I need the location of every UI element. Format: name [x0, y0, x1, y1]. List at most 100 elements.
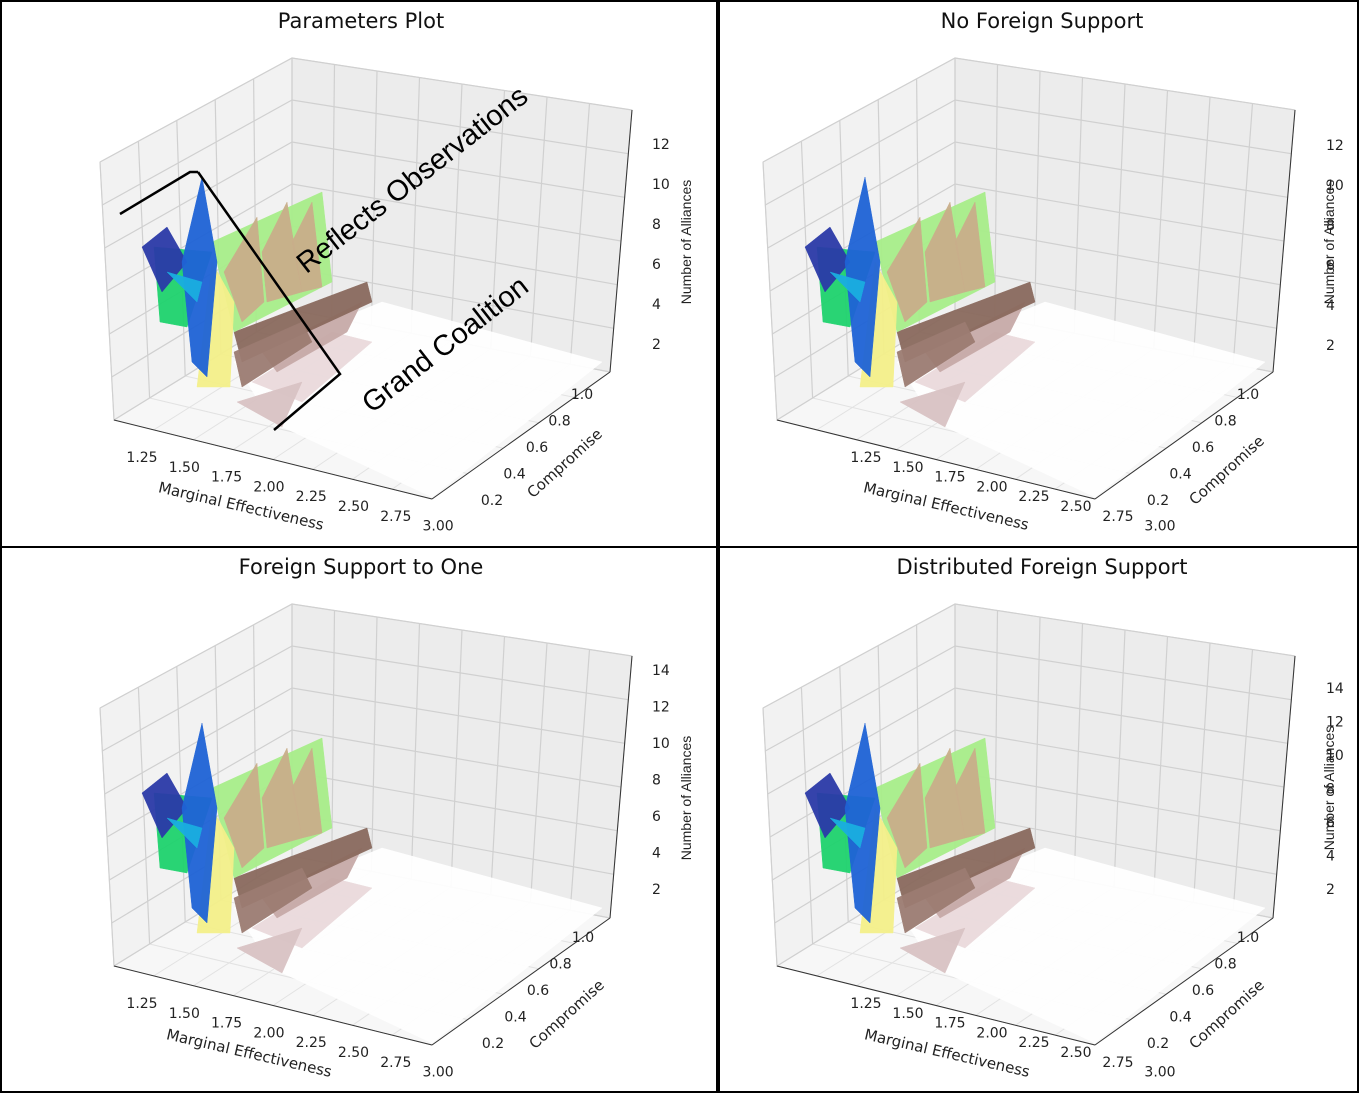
- grid-line: [104, 141, 625, 249]
- surface-facet: [954, 747, 986, 839]
- z-tick-label: 6: [1326, 258, 1335, 274]
- x-tick-label: 3.00: [1144, 1065, 1175, 1081]
- surface-facet: [896, 321, 976, 388]
- chart-distributed-foreign-support: Distributed Foreign Support 1.25 1.50 1.75…: [762, 555, 1344, 1081]
- y-tick-label: 0.2: [1147, 1036, 1169, 1052]
- y-tick-label: 0.8: [1214, 957, 1236, 973]
- x-tick-label: 1.50: [892, 460, 923, 476]
- surface-facet: [236, 927, 303, 974]
- surface-facet: [954, 201, 986, 293]
- y-tick-label: 0.4: [1169, 467, 1191, 483]
- chart-parameters-plot: Parameters Plot 1.25 1.50 1.75 2.00 2.25 2.50…: [99, 9, 694, 535]
- y-axis-label: Compromise: [523, 425, 605, 502]
- chart-title: Distributed Foreign Support: [897, 555, 1188, 579]
- z-tick-label: 12: [1326, 138, 1344, 154]
- bracket-upper: [119, 170, 198, 216]
- y-tick-label: 0.8: [549, 957, 571, 973]
- z-tick-label: 2: [1326, 882, 1335, 898]
- x-tick-label: 1.25: [126, 450, 157, 466]
- z-tick-label: 10: [1326, 748, 1344, 764]
- z-tick-label: 6: [1326, 815, 1335, 831]
- x-tick-label: 1.75: [211, 1016, 242, 1032]
- chart-foreign-support-to-one: Foreign Support to One 1.25 1.50 1.75 2.00 2…: [99, 555, 694, 1081]
- y-tick-label: 0.6: [1192, 440, 1214, 456]
- x-axis-label: Marginal Effectiveness: [165, 1025, 334, 1081]
- y-tick-label: 0.2: [1147, 493, 1169, 509]
- z-axis-line: [1272, 109, 1296, 373]
- x-tick-label: 2.50: [1060, 499, 1091, 515]
- z-tick-label: 10: [652, 736, 670, 752]
- x-tick-label: 2.00: [253, 479, 284, 495]
- x-tick-label: 1.75: [934, 1016, 965, 1032]
- y-tick-label: 0.4: [503, 467, 525, 483]
- z-axis-line: [609, 655, 633, 919]
- surface-facet: [291, 747, 323, 839]
- x-tick-label: 2.50: [1060, 1045, 1091, 1061]
- y-tick-label: 1.0: [1237, 930, 1259, 946]
- x-tick-label: 2.50: [338, 499, 369, 515]
- y-tick-label: 0.6: [526, 440, 548, 456]
- x-tick-label: 2.25: [1018, 1035, 1049, 1051]
- grid-line: [99, 603, 633, 709]
- bracket-grand-coalition: [196, 171, 342, 431]
- z-tick-label: 4: [1326, 849, 1335, 865]
- x-axis-label: Marginal Effectiveness: [157, 478, 326, 534]
- surface-facet: [899, 381, 966, 428]
- grid-line: [765, 99, 1292, 206]
- y-tick-label: 1.0: [572, 930, 594, 946]
- surface-facet: [233, 321, 313, 388]
- grid-line: [767, 687, 1288, 795]
- x-tick-label: 2.75: [380, 509, 411, 525]
- y-axis-line: [1094, 917, 1274, 1046]
- x-axis-line: [113, 965, 433, 1046]
- x-axis-line: [776, 965, 1096, 1046]
- y-tick-label: 0.2: [481, 493, 503, 509]
- chart-title: Parameters Plot: [278, 9, 444, 33]
- x-tick-label: 2.75: [1102, 1055, 1133, 1071]
- x-tick-label: 1.75: [211, 470, 242, 486]
- y-tick-label: 0.6: [1192, 983, 1214, 999]
- x-tick-label: 1.50: [169, 1006, 200, 1022]
- surface-facet: [223, 216, 265, 323]
- surface-facet: [886, 216, 928, 323]
- y-tick-label: 0.4: [1169, 1010, 1191, 1026]
- z-axis-label: Number of Alliances: [1321, 180, 1337, 305]
- surface-facet: [844, 176, 881, 378]
- z-tick-label: 6: [652, 809, 661, 825]
- x-tick-label: 1.50: [892, 1006, 923, 1022]
- z-tick-label: 4: [652, 297, 661, 313]
- z-tick-label: 8: [1326, 218, 1335, 234]
- grid-line: [762, 603, 1296, 709]
- y-tick-label: 1.0: [1237, 387, 1259, 403]
- grid-line: [765, 645, 1292, 752]
- y-tick-label: 0.4: [504, 1010, 526, 1026]
- x-tick-label: 1.50: [169, 460, 200, 476]
- x-tick-label: 2.25: [1018, 489, 1049, 505]
- x-tick-label: 2.50: [338, 1045, 369, 1061]
- surface-facet: [896, 867, 976, 934]
- x-tick-label: 2.75: [380, 1055, 411, 1071]
- chart-title: Foreign Support to One: [239, 555, 484, 579]
- surface-facet: [166, 817, 203, 849]
- z-tick-label: 14: [652, 663, 670, 679]
- y-tick-label: 0.8: [1214, 414, 1236, 430]
- z-tick-label: 12: [652, 137, 670, 153]
- surface-facet: [899, 927, 966, 974]
- z-axis-label: Number of Alliances: [1321, 726, 1337, 851]
- surface-facet: [291, 201, 323, 293]
- x-tick-label: 2.25: [296, 1035, 327, 1051]
- x-tick-label: 1.25: [850, 450, 881, 466]
- grid-line: [102, 645, 629, 752]
- surface-facet: [181, 176, 218, 378]
- x-tick-label: 2.75: [1102, 509, 1133, 525]
- z-tick-label: 6: [652, 257, 661, 273]
- z-tick-label: 10: [652, 177, 670, 193]
- z-axis-line: [1272, 655, 1296, 919]
- z-tick-label: 14: [1326, 681, 1344, 697]
- panel-parameters-plot: Parameters Plot 1.25 1.50 1.75 2.00 2.25 2.50…: [0, 0, 718, 548]
- y-axis-line: [431, 371, 611, 500]
- panel-foreign-support-to-one: Foreign Support to One 1.25 1.50 1.75 2.00 2…: [0, 546, 718, 1093]
- x-tick-label: 1.75: [934, 470, 965, 486]
- surface-facet: [233, 867, 313, 934]
- x-tick-label: 2.00: [253, 1025, 284, 1041]
